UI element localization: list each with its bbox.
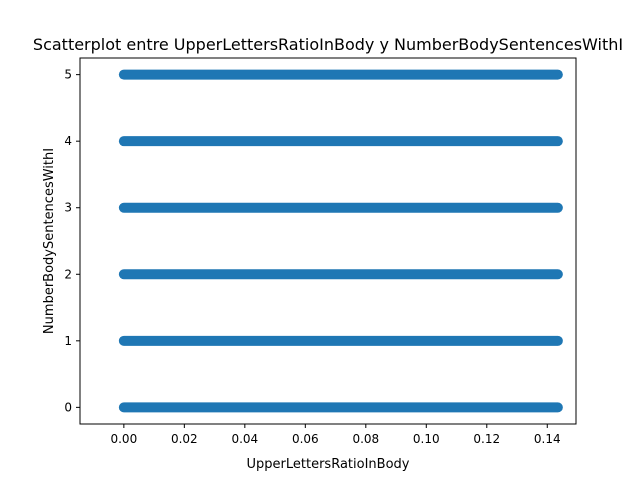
chart-title: Scatterplot entre UpperLettersRatioInBod…	[33, 35, 623, 54]
x-axis-label: UpperLettersRatioInBody	[247, 457, 410, 472]
x-tick-label: 0.06	[292, 432, 319, 446]
y-tick-label: 1	[64, 334, 72, 348]
y-axis: 0 1 2 3 4 5	[64, 68, 80, 414]
x-tick-label: 0.04	[231, 432, 258, 446]
x-tick-label: 0.12	[473, 432, 500, 446]
x-axis: 0.00 0.02 0.04 0.06 0.08 0.10 0.12 0.14	[110, 424, 561, 446]
y-axis-label: NumberBodySentencesWithI	[42, 148, 57, 334]
y-tick-label: 2	[64, 267, 72, 281]
y-tick-label: 5	[64, 68, 72, 82]
x-tick-label: 0.08	[352, 432, 379, 446]
plot-frame	[79, 57, 577, 425]
y-tick-label: 0	[64, 400, 72, 414]
x-tick-label: 0.14	[534, 432, 561, 446]
y-tick-label: 4	[64, 134, 72, 148]
x-tick-label: 0.00	[110, 432, 137, 446]
y-tick-label: 3	[64, 201, 72, 215]
scatter-marks	[118, 69, 563, 413]
x-tick-label: 0.02	[171, 432, 198, 446]
x-tick-label: 0.10	[413, 432, 440, 446]
